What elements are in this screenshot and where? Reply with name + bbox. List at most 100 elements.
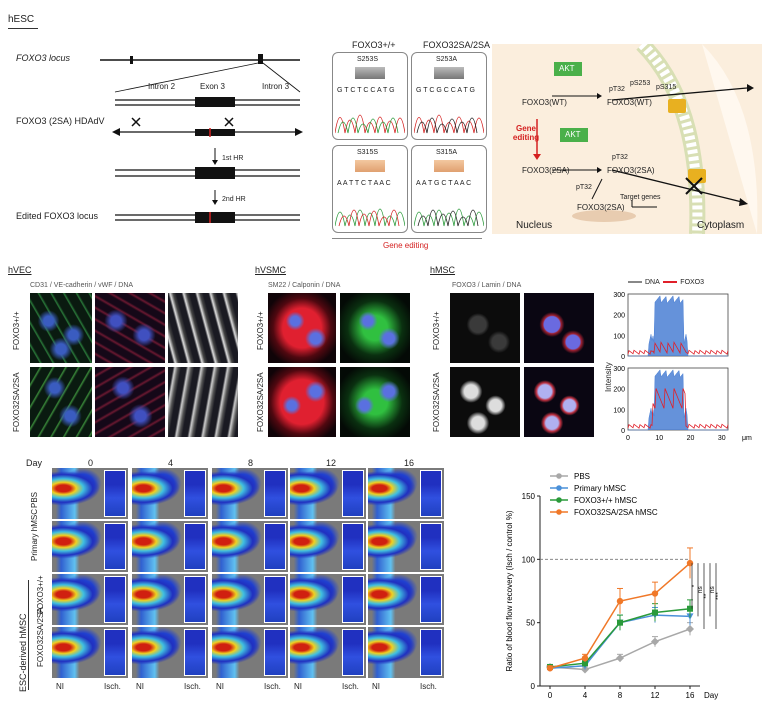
data-point [582, 660, 588, 667]
seq-letters: G T C G C C A T G [416, 87, 476, 94]
akt-1: AKT [559, 64, 575, 73]
doppler-image [132, 574, 208, 625]
intensity-xtick: 10 [655, 435, 663, 442]
ischemic-region-box [264, 470, 286, 517]
foxo3-profile [627, 388, 729, 429]
data-point [616, 597, 624, 605]
ischemic-region-box [264, 576, 286, 623]
doppler-image [212, 627, 288, 678]
doppler-row-label: Primary hMSC [30, 508, 39, 561]
title-underline [8, 28, 38, 29]
hr2-label: 2nd HR [222, 196, 246, 203]
intensity-ytick: 0 [621, 354, 625, 361]
hvec-img-2 [95, 293, 165, 363]
ischemic-region-box [104, 629, 126, 676]
doppler-image [290, 468, 366, 519]
isch-label: Isch. [264, 682, 281, 691]
isch-label: Isch. [342, 682, 359, 691]
data-point [651, 637, 659, 646]
ni-label: NI [372, 682, 380, 691]
ischemic-region-box [342, 629, 364, 676]
legend-label: Primary hMSC [574, 484, 626, 493]
intensity-ytick: 200 [613, 387, 625, 394]
seq-site: S315A [436, 149, 458, 156]
doppler-image [368, 521, 444, 572]
hr1-label: 1st HR [222, 155, 244, 162]
hvsmc-title: hVSMC [255, 265, 287, 275]
x-tick-label: 8 [618, 691, 623, 700]
hmsc-stain: FOXO3 / Lamin / DNA [452, 282, 522, 289]
doppler-image [290, 627, 366, 678]
ps315: pS315 [656, 84, 677, 91]
hmsc-img-1 [450, 293, 520, 363]
significance-label: * [691, 584, 698, 587]
data-point [617, 619, 623, 626]
edited-label: Edited FOXO3 locus [16, 211, 99, 221]
x-tick-label: 0 [548, 691, 553, 700]
data-point [581, 654, 589, 662]
day-label: 12 [326, 458, 337, 468]
doppler-image [290, 574, 366, 625]
intensity-ytick: 200 [613, 313, 625, 320]
legend-marker [556, 485, 562, 491]
akt-2: AKT [565, 130, 581, 139]
significance-label: ns [709, 586, 716, 594]
hvec-stain: CD31 / VE-cadherin / vWF / DNA [30, 282, 134, 289]
hmsc-row-wt: FOXO3+/+ [432, 311, 441, 350]
data-point [687, 605, 693, 612]
significance-label: ns [697, 586, 704, 594]
doppler-row-label: FOXO32SA/2SA [36, 607, 45, 667]
hvsmc-img-3 [268, 367, 336, 437]
data-point [651, 590, 659, 597]
seq-mut-header: FOXO32SA/2SA [423, 40, 491, 50]
doppler-image [290, 521, 366, 572]
ischemic-region-box [264, 523, 286, 570]
ischemic-region-box [342, 470, 364, 517]
seq-band [355, 160, 385, 172]
seq-band [434, 160, 464, 172]
ischemic-region-box [184, 576, 206, 623]
exon3-label: Exon 3 [200, 82, 225, 91]
hvsmc-stain: SM22 / Calponin / DNA [268, 282, 341, 289]
dna-profile [628, 295, 728, 357]
ischemic-region-box [264, 629, 286, 676]
seq-wt-header: FOXO3+/+ [352, 40, 396, 50]
intensity-ytick: 0 [621, 428, 625, 435]
intensity-xtick: 30 [718, 435, 726, 442]
hvec-img-1 [30, 293, 92, 363]
nucleus-label: Nucleus [516, 220, 553, 231]
intensity-legend: DNA FOXO3 [628, 279, 704, 286]
legend-marker [556, 509, 562, 515]
legend-marker [556, 473, 562, 479]
seq-site: S253S [357, 56, 379, 63]
section-a-title: hESC [8, 14, 35, 25]
target-genes: Target genes [620, 194, 661, 201]
seq-site: S315S [357, 149, 379, 156]
foxo3-2sa-2: FOXO3(2SA) [607, 166, 655, 175]
hvec-img-6 [168, 367, 238, 437]
x-tick-label: 12 [651, 691, 660, 700]
doppler-image [212, 521, 288, 572]
intensity-ytick: 300 [613, 292, 625, 299]
x-axis-label: Day [704, 691, 718, 700]
hmsc-title: hMSC [430, 265, 456, 275]
hvsmc-img-4 [340, 367, 410, 437]
y-axis-label: Ratio of blood flow recovery (Isch / con… [505, 510, 514, 671]
hmsc-img-2 [524, 293, 594, 363]
data-point [652, 609, 658, 616]
gene-targeting-diagram [100, 54, 303, 223]
ischemic-region-box [104, 523, 126, 570]
seq-site: S253A [436, 56, 458, 63]
ni-label: NI [294, 682, 302, 691]
doppler-image [368, 627, 444, 678]
hmsc-img-4 [524, 367, 594, 437]
hvec-title: hVEC [8, 265, 32, 275]
legend-label: FOXO3+/+ hMSC [574, 496, 637, 505]
ischemic-region-box [184, 523, 206, 570]
y-tick-label: 150 [522, 492, 536, 501]
seq-box-3: S315S A A T T C T A A C [332, 145, 408, 233]
y-tick-label: 100 [522, 555, 536, 564]
doppler-image [52, 574, 128, 625]
doppler-image [132, 521, 208, 572]
intensity-ytick: 100 [613, 333, 625, 340]
